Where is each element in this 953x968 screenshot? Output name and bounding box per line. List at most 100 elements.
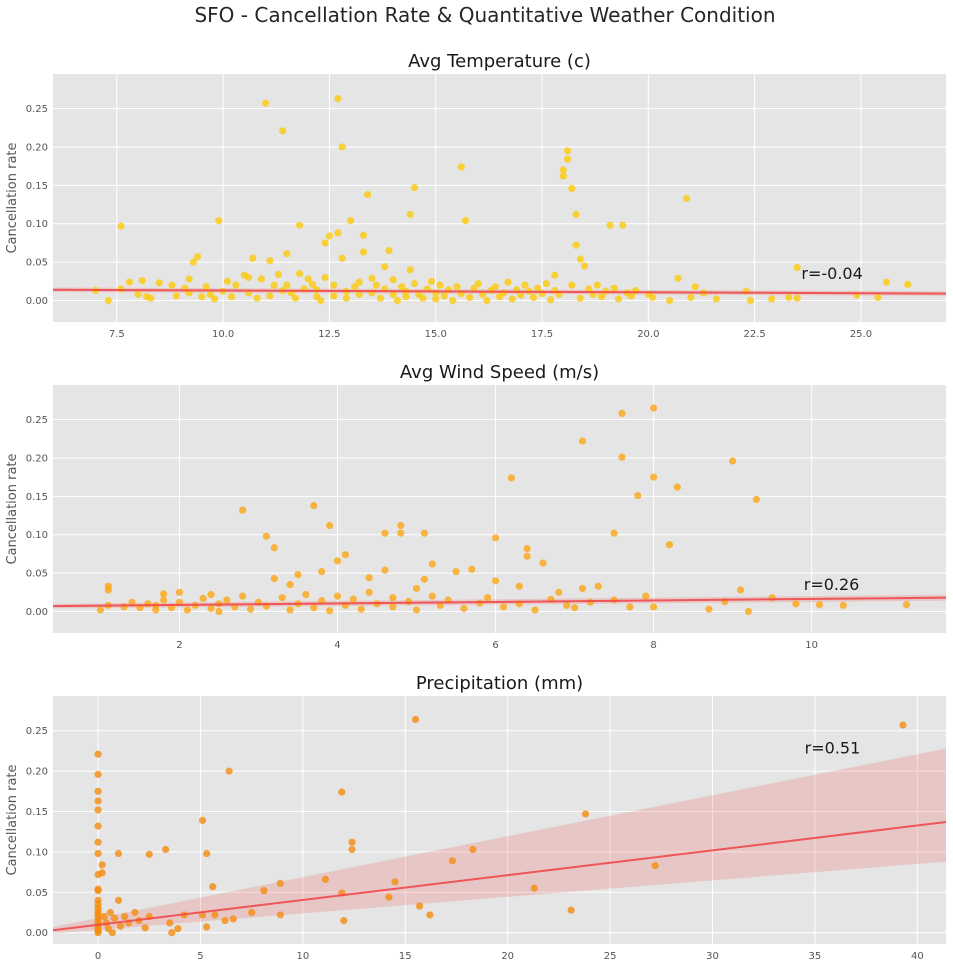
data-point (94, 849, 102, 858)
data-point (138, 276, 146, 285)
data-point (223, 596, 231, 604)
regression-line (53, 288, 946, 295)
data-point (568, 184, 576, 193)
data-point (341, 551, 349, 559)
data-point (793, 294, 801, 302)
data-point (260, 887, 268, 895)
data-point (650, 603, 658, 611)
data-point (325, 521, 334, 530)
data-point (500, 289, 508, 297)
y-tick-label: 0.25 (26, 726, 48, 737)
y-tick-label: 0.05 (26, 888, 48, 899)
data-point (586, 598, 594, 606)
data-point (563, 147, 572, 155)
correlation-label: r=0.26 (804, 575, 860, 594)
data-point (125, 278, 134, 286)
data-point (185, 275, 193, 283)
x-tick-label: 10 (805, 640, 818, 651)
data-point (683, 194, 691, 202)
data-point (563, 601, 571, 609)
data-point (121, 912, 129, 921)
figure-title: SFO - Cancellation Rate & Quantitative W… (194, 3, 775, 27)
data-point (160, 590, 168, 598)
data-point (211, 911, 219, 919)
data-point (449, 296, 457, 305)
data-point (648, 293, 657, 302)
data-point (746, 296, 754, 305)
data-point (199, 594, 207, 603)
data-point (98, 869, 106, 877)
data-point (453, 283, 461, 291)
correlation-label: r=-0.04 (801, 264, 862, 283)
data-point (785, 293, 793, 302)
data-point (294, 571, 302, 579)
data-point (270, 281, 278, 289)
data-point (576, 294, 584, 302)
data-point (347, 217, 355, 225)
data-point (385, 246, 393, 255)
data-point (426, 911, 434, 919)
data-point (381, 529, 389, 537)
data-point (249, 254, 257, 262)
data-point (359, 248, 368, 256)
data-point (432, 289, 440, 297)
plot-background (53, 385, 946, 633)
data-point (428, 560, 436, 568)
data-point (94, 929, 102, 937)
data-point (94, 822, 102, 830)
data-point (534, 284, 542, 292)
data-point (391, 878, 399, 886)
data-point (597, 293, 606, 301)
data-point (333, 592, 342, 600)
data-point (330, 281, 338, 289)
data-point (172, 292, 180, 300)
data-point (389, 276, 397, 284)
x-tick-label: 4 (334, 640, 340, 651)
y-tick-label: 0.10 (26, 219, 48, 230)
data-point (504, 278, 512, 286)
data-point (687, 293, 695, 302)
data-point (389, 594, 397, 602)
panel-title: Precipitation (mm) (416, 673, 583, 694)
data-point (351, 283, 359, 291)
data-point (296, 270, 304, 278)
y-tick-label: 0.20 (26, 767, 48, 778)
panel-title: Avg Temperature (c) (408, 51, 591, 72)
data-point (559, 172, 567, 180)
data-point (279, 127, 287, 135)
data-point (94, 797, 102, 805)
data-point (117, 222, 125, 230)
data-point (359, 231, 368, 239)
data-point (619, 221, 627, 229)
data-point (304, 275, 312, 283)
data-point (627, 292, 635, 300)
data-point (405, 597, 413, 606)
data-point (94, 838, 102, 846)
data-point (108, 929, 116, 937)
data-point (198, 816, 207, 825)
data-point (610, 284, 618, 292)
data-point (411, 715, 420, 724)
data-point (338, 788, 346, 796)
data-point (215, 607, 223, 616)
data-point (321, 239, 329, 247)
data-point (355, 278, 363, 286)
data-point (397, 529, 405, 537)
correlation-label: r=0.51 (805, 738, 861, 757)
data-point (530, 884, 538, 892)
data-point (318, 567, 326, 576)
data-point (381, 566, 389, 574)
data-point (94, 887, 102, 895)
data-point (286, 606, 294, 614)
data-point (626, 603, 634, 611)
y-tick-label: 0.00 (26, 296, 48, 307)
data-point (436, 601, 444, 609)
data-point (398, 283, 406, 291)
regression-line (53, 596, 946, 608)
data-point (357, 605, 365, 613)
data-point (131, 908, 139, 917)
x-tick-label: 22.5 (744, 329, 766, 340)
data-point (744, 607, 753, 616)
data-point (381, 263, 389, 271)
data-point (460, 604, 468, 613)
